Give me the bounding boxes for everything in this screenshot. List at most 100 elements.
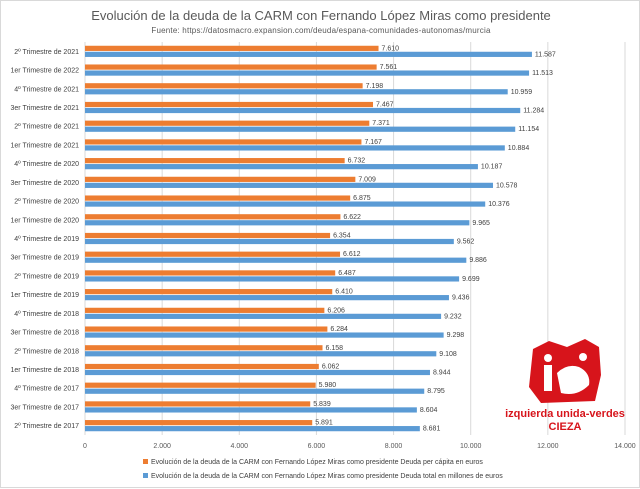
bar-per-capita-2 <box>85 83 363 89</box>
category-label-2: 4º Trimestre de 2021 <box>14 86 79 93</box>
bar-total-9 <box>85 220 470 226</box>
bar-per-capita-18 <box>85 382 316 388</box>
bar-per-capita-10 <box>85 232 331 239</box>
bar-total-20 <box>85 426 420 432</box>
label-total-4: 11.154 <box>518 126 539 133</box>
category-label-14: 4º Trimestre de 2018 <box>14 311 79 318</box>
label-total-2: 10.959 <box>511 89 533 96</box>
label-per-capita-18: 5.980 <box>319 382 337 389</box>
x-tick-label-7: 14.000 <box>614 443 636 450</box>
bar-total-10 <box>85 238 454 245</box>
bar-per-capita-8 <box>85 195 351 201</box>
category-label-8: 2º Trimestre de 2020 <box>14 199 79 206</box>
chart-title: Evolución de la deuda de la CARM con Fer… <box>91 8 551 23</box>
bar-total-8 <box>85 201 486 207</box>
label-per-capita-13: 6.410 <box>335 289 353 296</box>
category-label-3: 3er Trimestre de 2021 <box>11 105 80 112</box>
bar-per-capita-14 <box>85 307 325 313</box>
bar-total-5 <box>85 145 505 151</box>
x-tick-label-0: 0 <box>83 443 87 450</box>
label-per-capita-20: 5.891 <box>315 420 333 427</box>
bar-total-6 <box>85 164 478 170</box>
iu-logo: izquierda unida-verdes CIEZA <box>505 339 625 433</box>
bar-per-capita-5 <box>85 139 362 145</box>
bar-total-13 <box>85 295 449 301</box>
label-per-capita-0: 7.610 <box>382 45 400 52</box>
x-tick-label-1: 2.000 <box>153 443 171 450</box>
bar-per-capita-0 <box>85 45 379 51</box>
bar-per-capita-9 <box>85 214 341 220</box>
label-total-14: 9.232 <box>444 313 462 320</box>
label-total-3: 11.284 <box>523 108 544 115</box>
category-label-1: 1er Trimestre de 2022 <box>11 68 80 75</box>
x-tick-label-3: 6.000 <box>308 443 326 450</box>
bar-total-18 <box>85 388 425 394</box>
category-label-12: 2º Trimestre de 2019 <box>14 273 79 280</box>
bar-total-11 <box>85 257 467 263</box>
label-per-capita-4: 7.371 <box>372 120 390 127</box>
category-label-18: 4º Trimestre de 2017 <box>14 386 79 393</box>
bar-per-capita-17 <box>85 363 319 370</box>
category-label-7: 3er Trimestre de 2020 <box>11 180 80 187</box>
label-per-capita-14: 6.206 <box>327 307 345 314</box>
bar-per-capita-13 <box>85 289 333 295</box>
label-total-9: 9.965 <box>472 220 490 227</box>
bar-per-capita-3 <box>85 101 374 108</box>
bars <box>85 45 532 432</box>
logo-swirl-u-icon <box>557 365 590 394</box>
x-tick-label-2: 4.000 <box>231 443 249 450</box>
gridlines <box>84 42 626 435</box>
label-total-17: 8.944 <box>433 370 451 377</box>
bar-per-capita-1 <box>85 64 377 70</box>
label-total-16: 9.108 <box>439 351 457 358</box>
label-total-15: 9.298 <box>447 332 465 339</box>
label-per-capita-15: 6.284 <box>330 326 348 333</box>
bar-total-16 <box>85 351 437 357</box>
bar-total-19 <box>85 407 417 413</box>
legend-label-total: Evolución de la deuda de la CARM con Fer… <box>151 473 503 480</box>
bar-total-3 <box>85 107 521 114</box>
category-label-4: 2º Trimestre de 2021 <box>14 124 79 131</box>
category-label-9: 1er Trimestre de 2020 <box>11 217 80 224</box>
label-per-capita-6: 6.732 <box>348 158 366 165</box>
bar-per-capita-19 <box>85 401 311 407</box>
label-per-capita-19: 5.839 <box>313 401 331 408</box>
bar-total-1 <box>85 70 530 76</box>
label-total-19: 8.604 <box>420 407 438 414</box>
label-per-capita-10: 6.354 <box>333 233 351 240</box>
label-per-capita-3: 7.467 <box>376 102 394 109</box>
bar-total-2 <box>85 89 508 95</box>
category-label-11: 3er Trimestre de 2019 <box>11 255 80 262</box>
logo-dot-i-icon <box>544 354 552 362</box>
label-total-13: 9.436 <box>452 295 470 302</box>
label-total-11: 9.886 <box>469 257 487 264</box>
label-per-capita-9: 6.622 <box>343 214 361 221</box>
x-tick-label-5: 10.000 <box>460 443 482 450</box>
chart-subtitle: Fuente: https://datosmacro.expansion.com… <box>151 26 491 35</box>
label-total-7: 10.578 <box>496 182 518 189</box>
label-per-capita-11: 6.612 <box>343 251 361 258</box>
bar-total-15 <box>85 332 444 338</box>
label-total-8: 10.376 <box>488 201 510 208</box>
label-total-12: 9.699 <box>462 276 480 283</box>
bar-total-0 <box>85 51 532 57</box>
label-per-capita-8: 6.875 <box>353 195 371 202</box>
category-label-19: 3er Trimestre de 2017 <box>11 404 80 411</box>
category-label-15: 3er Trimestre de 2018 <box>11 330 80 337</box>
category-label-6: 4º Trimestre de 2020 <box>14 161 79 168</box>
label-per-capita-1: 7.561 <box>380 64 398 71</box>
logo-dot-e-icon <box>579 353 587 361</box>
bar-per-capita-16 <box>85 345 323 351</box>
data-labels: 7.610 11.587 7.561 11.513 7.198 10.959 7.467 11… <box>313 45 556 432</box>
legend-label-per-capita: Evolución de la deuda de la CARM con Fer… <box>151 459 483 466</box>
bar-total-4 <box>85 126 516 132</box>
label-total-1: 11.513 <box>532 70 553 77</box>
label-per-capita-17: 6.062 <box>322 364 340 371</box>
logo-text-line2: CIEZA <box>549 421 582 433</box>
bar-total-7 <box>85 182 494 188</box>
label-total-6: 10.187 <box>481 164 503 171</box>
category-label-16: 2º Trimestre de 2018 <box>14 348 79 355</box>
label-per-capita-2: 7.198 <box>366 83 384 90</box>
label-per-capita-16: 6.158 <box>326 345 344 352</box>
